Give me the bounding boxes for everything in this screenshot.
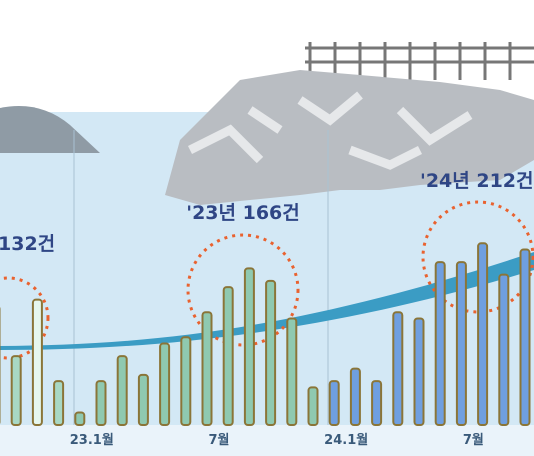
- bar: [137, 373, 149, 427]
- bar: [159, 342, 171, 426]
- x-tick-label: 23.1월: [70, 432, 114, 448]
- rocks: [165, 70, 534, 205]
- x-tick-label: 24.1월: [324, 432, 368, 448]
- bar: [371, 380, 383, 426]
- bar: [498, 273, 510, 426]
- bar: [10, 355, 22, 427]
- bar: [31, 298, 43, 426]
- bar: [95, 380, 107, 426]
- ground: [0, 425, 534, 456]
- bar: [392, 311, 404, 427]
- bar: [413, 317, 425, 427]
- x-tick-label: 7월: [208, 432, 229, 448]
- bar: [286, 317, 298, 427]
- bar: [307, 386, 319, 426]
- bar: [74, 411, 86, 427]
- bar: [180, 336, 192, 426]
- bar: [349, 367, 361, 427]
- bar: [519, 248, 531, 426]
- annotation: '24년 212건: [420, 170, 534, 192]
- highlight-circle: [421, 200, 534, 314]
- highlight-circle: [0, 276, 50, 360]
- bar: [201, 311, 213, 427]
- bar: [116, 355, 128, 427]
- bar: [265, 279, 277, 426]
- fence: [305, 42, 534, 80]
- bar: [243, 267, 255, 427]
- rock-highlights: [187, 91, 473, 170]
- annotation: '23년 166건: [186, 202, 300, 224]
- island: [0, 106, 100, 153]
- bar: [53, 380, 65, 426]
- bar: [434, 261, 446, 427]
- x-tick-label: 7월: [463, 432, 484, 448]
- bar: [328, 380, 340, 426]
- annotation: 132건: [0, 233, 55, 255]
- bar: [477, 242, 489, 426]
- highlight-circle: [186, 233, 300, 347]
- bar: [222, 286, 234, 426]
- bar: [455, 261, 467, 427]
